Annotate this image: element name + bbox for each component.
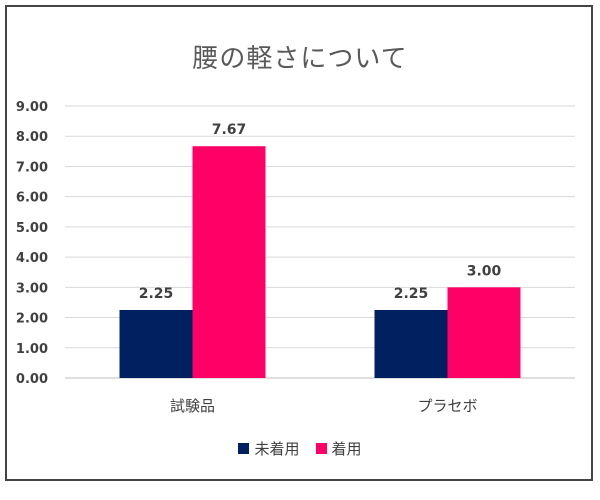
legend-label-unworn: 未着用 bbox=[254, 440, 300, 458]
chart-legend: 未着用 着用 bbox=[0, 438, 600, 459]
x-category-label: プラセボ bbox=[417, 397, 477, 415]
y-tick-label: 6.00 bbox=[16, 191, 48, 206]
chart-title: 腰の軽さについて bbox=[192, 44, 408, 74]
y-tick-label: 0.00 bbox=[16, 372, 48, 387]
data-label: 7.67 bbox=[212, 122, 247, 138]
y-tick-label: 9.00 bbox=[16, 100, 48, 115]
data-label: 2.25 bbox=[139, 286, 174, 302]
legend-swatch-worn bbox=[315, 443, 327, 454]
y-tick-label: 3.00 bbox=[16, 281, 48, 296]
bar-unworn bbox=[119, 310, 193, 378]
data-label: 2.25 bbox=[394, 286, 429, 302]
bar-unworn bbox=[374, 310, 448, 378]
bar-worn bbox=[192, 146, 266, 378]
y-tick-label: 1.00 bbox=[16, 342, 48, 357]
bar-worn bbox=[447, 287, 521, 378]
legend-swatch-unworn bbox=[238, 443, 250, 454]
y-tick-label: 8.00 bbox=[16, 130, 48, 145]
data-label: 3.00 bbox=[467, 263, 502, 279]
y-tick-label: 7.00 bbox=[16, 160, 48, 175]
y-tick-label: 2.00 bbox=[16, 312, 48, 327]
legend-item-unworn: 未着用 bbox=[238, 438, 300, 459]
y-tick-label: 5.00 bbox=[16, 221, 48, 236]
y-tick-label: 4.00 bbox=[16, 251, 48, 266]
legend-label-worn: 着用 bbox=[331, 440, 362, 458]
x-category-label: 試験品 bbox=[170, 397, 215, 415]
legend-item-worn: 着用 bbox=[315, 438, 362, 459]
chart-frame bbox=[5, 5, 593, 481]
